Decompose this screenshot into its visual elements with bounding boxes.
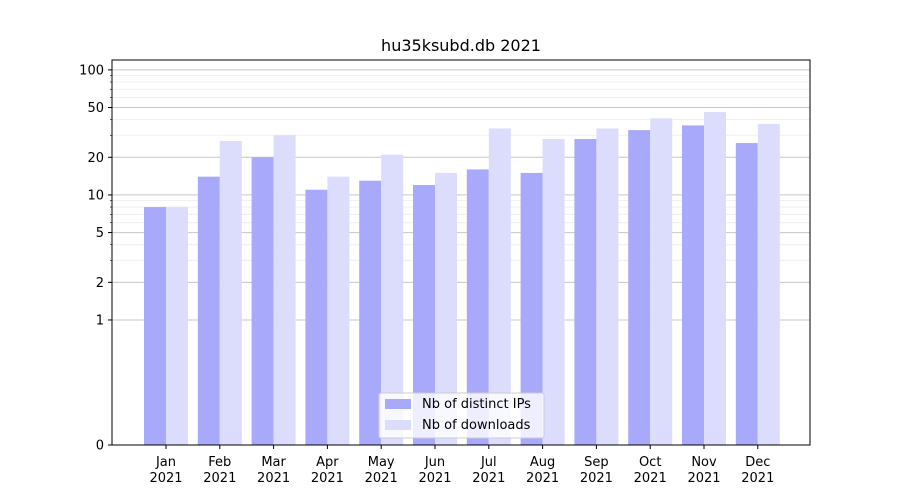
y-tick-label: 1 xyxy=(96,313,104,328)
bar-downloads-jan xyxy=(166,207,188,445)
x-tick-label-year: 2021 xyxy=(418,471,451,486)
plot-frame xyxy=(111,59,811,446)
bar-distinct-ips-jun xyxy=(413,185,435,445)
legend: Nb of distinct IPs Nb of downloads xyxy=(378,392,545,439)
bars xyxy=(144,112,780,446)
x-tick-label-month: Jun xyxy=(424,455,445,470)
bar-downloads-jun xyxy=(435,172,457,445)
legend-swatch-distinct-ips xyxy=(385,399,411,409)
bar-downloads-apr xyxy=(327,176,350,445)
x-tick-label-month: May xyxy=(368,455,395,470)
x-tick-label-month: Feb xyxy=(208,455,231,470)
bar-downloads-mar xyxy=(273,135,296,445)
y-tick-label: 50 xyxy=(87,101,104,116)
bar-distinct-ips-may xyxy=(359,180,382,445)
x-tick-label-month: Apr xyxy=(316,455,339,470)
legend-swatch-downloads xyxy=(385,420,411,430)
legend-box xyxy=(378,392,545,439)
x-tick-label-year: 2021 xyxy=(149,471,182,486)
x-tick-label-month: Dec xyxy=(745,455,770,470)
y-tick-label: 0 xyxy=(96,439,104,454)
bar-distinct-ips-jan xyxy=(144,207,166,445)
x-tick-label-year: 2021 xyxy=(687,471,720,486)
x-tick-label-year: 2021 xyxy=(741,471,774,486)
bar-distinct-ips-apr xyxy=(305,189,328,445)
y-tick-label: 20 xyxy=(87,151,104,166)
bar-distinct-ips-mar xyxy=(251,157,274,445)
bar-distinct-ips-nov xyxy=(682,125,704,445)
x-tick-label-month: Mar xyxy=(261,455,286,470)
bar-downloads-oct xyxy=(650,118,673,445)
x-tick-label-month: Jan xyxy=(155,455,176,470)
x-tick-label-month: Jul xyxy=(480,455,497,470)
x-tick-label-year: 2021 xyxy=(634,471,667,486)
bar-downloads-may xyxy=(381,154,404,446)
bar-distinct-ips-aug xyxy=(520,172,543,445)
y-axis: 0 1 2 5 10 20 50 100 xyxy=(79,63,112,454)
x-tick-label-year: 2021 xyxy=(526,471,559,486)
y-tick-label: 5 xyxy=(96,226,104,241)
x-tick-label-year: 2021 xyxy=(203,471,236,486)
bar-downloads-aug xyxy=(542,139,565,445)
x-tick-label-month: Sep xyxy=(584,455,609,470)
bar-downloads-jul xyxy=(488,128,511,445)
chart-title: hu35ksubd.db 2021 xyxy=(381,36,541,55)
x-tick-label-year: 2021 xyxy=(311,471,344,486)
legend-label-distinct-ips: Nb of distinct IPs xyxy=(422,397,531,412)
bar-downloads-nov xyxy=(704,112,726,445)
bar-distinct-ips-sep xyxy=(574,139,597,445)
legend-label-downloads: Nb of downloads xyxy=(422,418,531,433)
bar-downloads-feb xyxy=(219,140,242,445)
bar-downloads-dec xyxy=(757,123,780,445)
bar-distinct-ips-dec xyxy=(735,143,758,445)
x-tick-label-year: 2021 xyxy=(365,471,398,486)
bar-distinct-ips-feb xyxy=(197,176,220,445)
y-tick-label: 10 xyxy=(87,188,104,203)
x-tick-label-year: 2021 xyxy=(580,471,613,486)
x-tick-label-year: 2021 xyxy=(257,471,290,486)
x-tick-label-year: 2021 xyxy=(472,471,505,486)
bar-downloads-sep xyxy=(596,128,619,445)
bar-distinct-ips-jul xyxy=(466,169,489,445)
x-axis: Jan2021Feb2021Mar2021Apr2021May2021Jun20… xyxy=(149,445,774,486)
x-tick-label-month: Aug xyxy=(530,455,555,470)
y-tick-label: 2 xyxy=(96,276,104,291)
y-tick-label: 100 xyxy=(79,63,104,78)
x-tick-label-month: Nov xyxy=(691,455,717,470)
bar-distinct-ips-oct xyxy=(628,130,651,445)
x-tick-label-month: Oct xyxy=(639,455,661,470)
